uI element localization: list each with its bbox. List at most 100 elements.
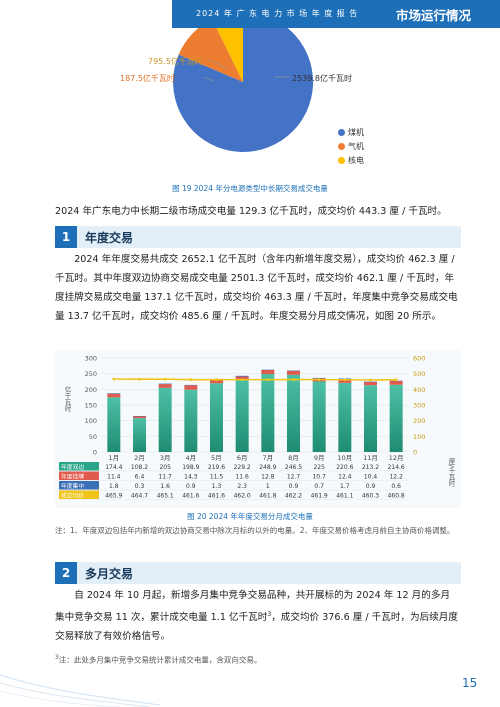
pie-slice-nuclear	[216, 28, 243, 82]
pie-slice-gas	[178, 28, 243, 82]
table-cell: 1.6	[160, 483, 170, 490]
table-cell: 12.4	[338, 473, 352, 480]
leader-line-nuclear	[208, 59, 229, 69]
table-cell: 10.7	[312, 473, 326, 480]
table-cell: 1.3	[212, 483, 222, 490]
table-cell: 198.9	[182, 464, 199, 471]
y-tick-right: 600	[413, 355, 425, 363]
pie-label-nuclear: 795.5亿千瓦时	[148, 57, 203, 66]
table-cell: 219.6	[208, 464, 225, 471]
table-cell: 462.2	[285, 492, 302, 499]
bar-segment	[184, 385, 198, 390]
bar-segment	[235, 380, 249, 452]
price-point	[112, 377, 116, 381]
table-cell: 225	[313, 464, 325, 471]
section-1-title: 年度交易	[85, 231, 134, 245]
legend-label-coal: 煤机	[348, 128, 364, 137]
table-cell: 11.6	[235, 473, 249, 480]
x-tick-label: 12月	[389, 454, 404, 462]
section-1-body: 2024 年年度交易共成交 2652.1 亿千瓦时（含年内新增年度交易），成交均…	[55, 254, 458, 322]
table-cell: 461.6	[208, 492, 225, 499]
y-tick-left: 250	[85, 370, 97, 378]
section-2-body-text-cont: ，成交均价 376.6 厘 / 千瓦时，为后续月度交易释放了有效价格信号。	[55, 612, 458, 643]
bar-segment	[210, 379, 223, 384]
table-cell: 11.4	[107, 473, 121, 480]
footnote-text: 注：此处多月集中竞争交易统计累计成交电量，含双向交易。	[58, 655, 262, 665]
table-row-label-bg	[59, 471, 99, 480]
y-tick-right: 200	[413, 417, 425, 425]
legend-dot-coal	[338, 129, 345, 136]
x-tick-label: 5月	[211, 454, 222, 462]
table-row-label-bg	[59, 481, 99, 490]
y-tick-left: 300	[85, 355, 97, 363]
table-cell: 11.5	[210, 473, 224, 480]
report-subtitle: 2024 年 广 东 电 力 市 场 年 度 报 告	[196, 9, 359, 18]
price-point	[343, 378, 347, 382]
table-cell: 0.3	[135, 483, 145, 490]
table-row-label-bg	[59, 462, 99, 471]
table-cell: 1.8	[109, 483, 119, 490]
table-cell: 213.2	[362, 464, 379, 471]
table-cell: 214.6	[388, 464, 405, 471]
table-cell: 460.3	[362, 492, 379, 499]
price-point	[369, 378, 372, 382]
bar-segment	[389, 384, 403, 452]
table-cell: 11.7	[158, 473, 172, 480]
y-tick-left: 0	[93, 449, 97, 457]
y-tick-left: 100	[85, 417, 97, 425]
y-tick-right: 400	[413, 386, 425, 394]
price-point	[138, 377, 141, 381]
section-1-number: 1	[55, 226, 77, 248]
figure-19-caption: 图 19 2024 年分电源类型中长期交易成交电量	[172, 184, 328, 193]
x-tick-label: 2月	[134, 454, 145, 462]
bar-segment	[210, 383, 223, 452]
table-cell: 14.3	[184, 473, 198, 480]
table-row-label: 年度挂牌	[61, 472, 84, 480]
bar-segment	[107, 397, 121, 452]
table-row-label-bg	[59, 490, 99, 499]
table-cell: 248.9	[259, 464, 276, 471]
table-cell: 465.9	[105, 492, 122, 499]
table-cell: 2.3	[237, 483, 247, 490]
legend-item-coal: 煤机	[338, 127, 364, 138]
price-point	[394, 378, 398, 382]
x-tick-label: 8月	[288, 454, 299, 462]
table-cell: 1.7	[340, 483, 350, 490]
section-2-body-text: 自 2024 年 10 月起，新增多月集中竞争交易品种，共开展标的为 2024 …	[55, 590, 451, 624]
x-tick-label: 1月	[109, 454, 120, 462]
legend-item-gas: 气机	[338, 141, 364, 152]
table-row-label: 年度双边	[61, 463, 84, 471]
y-axis-label-right: 厘/千瓦时	[447, 458, 455, 487]
price-point	[163, 377, 167, 381]
table-cell: 12.7	[287, 473, 301, 480]
intro-paragraph: 2024 年广东电力中长期二级市场成交电量 129.3 亿千瓦时，成交均价 44…	[55, 206, 447, 217]
y-tick-left: 50	[89, 433, 97, 441]
price-point	[215, 378, 218, 382]
page-number: 15	[462, 676, 478, 690]
table-cell: 6.4	[135, 473, 145, 480]
y-tick-left: 200	[85, 386, 97, 394]
table-cell: 0.7	[314, 483, 324, 490]
bar-segment	[338, 382, 352, 452]
table-cell: 461.8	[259, 492, 276, 499]
table-cell: 461.1	[336, 492, 353, 499]
header-bar	[172, 0, 500, 28]
table-cell: 461.6	[182, 492, 199, 499]
table-cell: 12.8	[261, 473, 275, 480]
price-point	[189, 378, 193, 382]
bar-segment	[184, 389, 198, 452]
table-cell: 10.4	[364, 473, 378, 480]
table-cell: 12.2	[389, 473, 403, 480]
table-cell: 108.2	[131, 464, 148, 471]
table-cell: 174.4	[105, 464, 122, 471]
footnote-ref: 3	[267, 611, 272, 618]
x-tick-label: 9月	[314, 454, 325, 462]
figure-20-note: 注：1、年度双边包括年内新增的双边协商交易中除次月标的以外的电量。2、年度交易价…	[55, 526, 455, 535]
monthly-bar-chart: 0 50 100 150 200 250 300 0 100 200 300 400 500 600 亿千瓦…	[55, 350, 461, 508]
y-axis-label-left: 亿千瓦时	[63, 385, 71, 413]
pie-label-gas: 187.5亿千瓦时	[120, 74, 175, 83]
section-1-header: 1 年度交易	[55, 226, 461, 248]
legend-dot-gas	[338, 143, 345, 150]
section-2-number: 2	[55, 562, 77, 584]
y-tick-left: 150	[85, 402, 97, 410]
